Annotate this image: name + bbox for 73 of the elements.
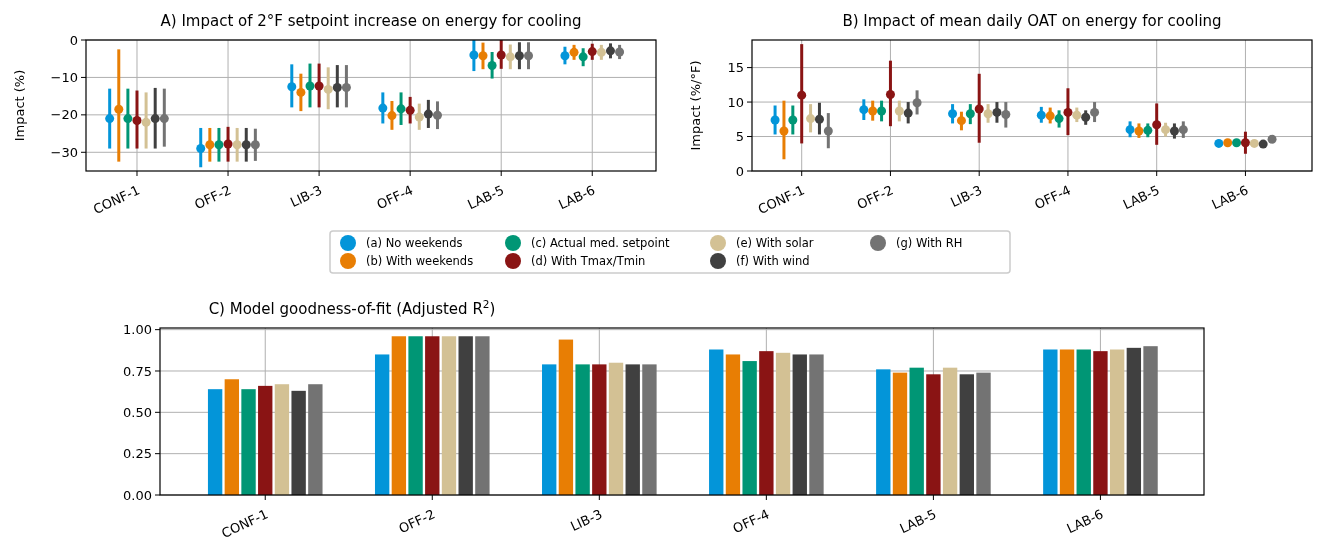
legend-label: (c) Actual med. setpoint	[531, 236, 670, 251]
bar	[425, 336, 440, 495]
bar	[291, 390, 306, 495]
bar	[542, 364, 557, 495]
bar	[742, 361, 757, 495]
bar	[942, 367, 958, 495]
bar	[625, 364, 640, 495]
bar	[909, 367, 924, 495]
bar	[241, 389, 256, 495]
bar	[592, 364, 607, 495]
bar	[1109, 349, 1125, 495]
y-tick-label: 5	[735, 129, 744, 145]
bar	[1043, 349, 1058, 495]
bar	[759, 351, 774, 495]
legend-label: (a) No weekends	[366, 236, 463, 251]
bar	[976, 372, 991, 495]
x-tick-label: LIB-3	[287, 182, 325, 210]
bar	[558, 339, 574, 495]
chart-title: A) Impact of 2°F setpoint increase on energy for cooling	[160, 12, 582, 30]
bar	[809, 354, 824, 495]
bar	[207, 389, 223, 495]
y-tick-label: 0.75	[123, 363, 152, 379]
x-tick-label: OFF-2	[192, 182, 234, 213]
legend-label: (g) With RH	[896, 236, 963, 251]
y-tick-label: 1.00	[123, 322, 152, 338]
bar	[391, 336, 407, 495]
bar	[408, 336, 423, 495]
x-tick-label: LIB-3	[948, 182, 985, 210]
x-tick-label: LIB-3	[568, 506, 605, 534]
bar	[876, 369, 891, 495]
legend-label: (f) With wind	[736, 254, 810, 269]
bar	[709, 349, 724, 495]
y-axis-title: Impact (%)	[12, 69, 27, 142]
chart-title: B) Impact of mean daily OAT on energy for cooling	[842, 12, 1222, 30]
y-tick-label: 0.25	[123, 446, 152, 462]
chart-title: C) Model goodness-of-fit (Adjusted R$^{2}$)	[208, 298, 496, 318]
bar	[441, 336, 457, 495]
bar	[1126, 347, 1142, 495]
x-tick-label: OFF-2	[854, 182, 896, 213]
bar	[1059, 349, 1075, 495]
bar	[575, 364, 590, 495]
bar	[1143, 346, 1158, 495]
bar	[374, 354, 390, 495]
bar	[274, 384, 290, 495]
bar	[775, 352, 791, 495]
legend-label: (d) With Tmax/Tmin	[531, 254, 646, 269]
bar	[258, 385, 273, 495]
bar	[224, 379, 240, 495]
bar	[892, 372, 908, 495]
y-tick-label: 0.50	[123, 404, 152, 420]
x-tick-label: OFF-2	[396, 506, 438, 537]
bar	[725, 354, 741, 495]
y-tick-label: 15	[727, 60, 744, 76]
legend-label: (b) With weekends	[366, 254, 474, 269]
y-tick-label: 0.00	[123, 487, 152, 503]
y-tick-label: 10	[727, 94, 744, 110]
bar	[1076, 349, 1091, 495]
y-tick-label: −30	[50, 144, 78, 160]
bar	[792, 354, 807, 495]
bar	[926, 374, 941, 495]
bar	[959, 374, 974, 495]
y-axis-title: Impact (%/°F)	[688, 60, 703, 151]
bar	[642, 364, 657, 495]
legend-label: (e) With solar	[736, 236, 814, 251]
y-tick-label: 0	[735, 163, 744, 179]
bar	[608, 362, 624, 495]
y-tick-label: −20	[50, 107, 78, 123]
bar	[1093, 351, 1108, 495]
y-tick-label: −10	[50, 69, 78, 85]
bar	[458, 336, 473, 495]
bar	[308, 384, 323, 495]
bar	[475, 336, 490, 495]
y-tick-label: 0	[69, 32, 78, 48]
